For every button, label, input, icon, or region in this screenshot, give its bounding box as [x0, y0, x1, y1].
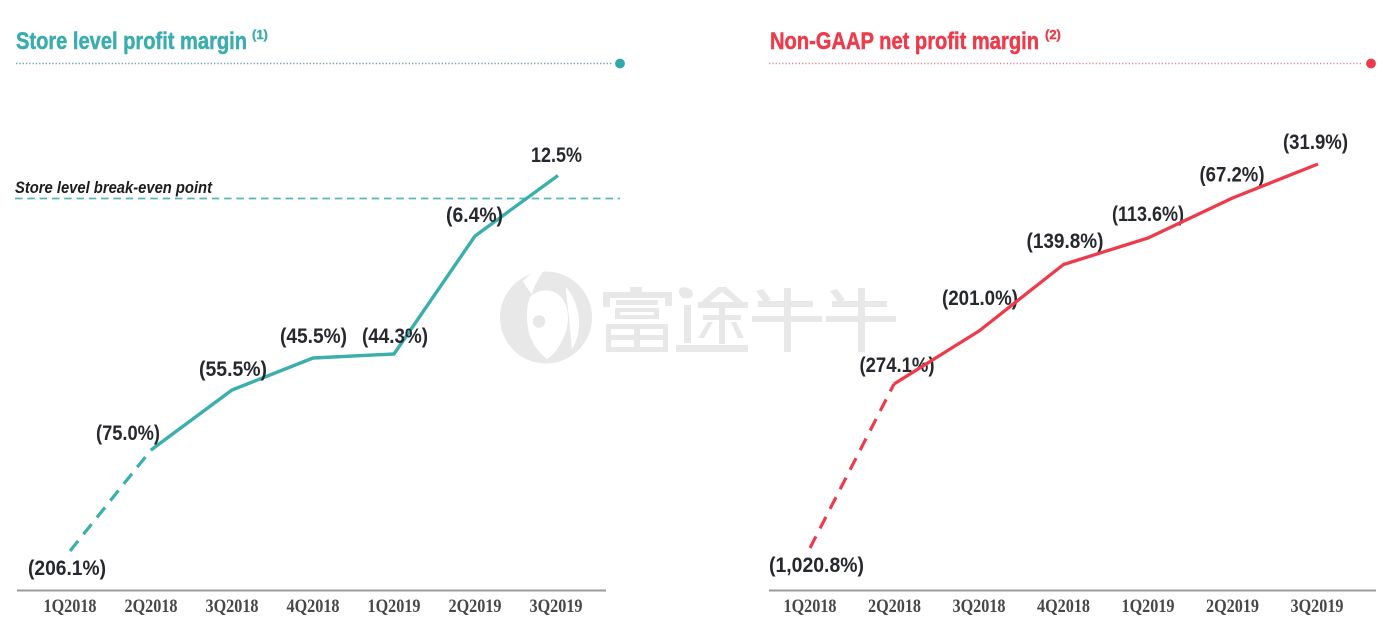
svg-text:12.5%: 12.5%	[531, 144, 582, 167]
svg-text:Store level profit margin: Store level profit margin	[16, 28, 247, 55]
svg-text:3Q2018: 3Q2018	[953, 596, 1006, 617]
svg-text:2Q2019: 2Q2019	[1206, 596, 1259, 617]
svg-text:(1,020.8%): (1,020.8%)	[769, 554, 864, 577]
svg-text:2Q2018: 2Q2018	[868, 596, 921, 617]
svg-text:(2): (2)	[1045, 27, 1061, 42]
svg-text:Non-GAAP net profit margin: Non-GAAP net profit margin	[770, 28, 1039, 55]
svg-text:(67.2%): (67.2%)	[1200, 164, 1265, 187]
svg-text:4Q2018: 4Q2018	[1037, 596, 1090, 617]
svg-text:Store level break-even point: Store level break-even point	[15, 178, 213, 197]
svg-text:(1): (1)	[252, 27, 268, 42]
svg-text:(45.5%): (45.5%)	[280, 325, 347, 348]
svg-text:(75.0%): (75.0%)	[96, 422, 160, 445]
svg-text:1Q2018: 1Q2018	[784, 596, 837, 617]
svg-text:(55.5%): (55.5%)	[199, 358, 267, 381]
svg-text:4Q2018: 4Q2018	[287, 596, 340, 617]
svg-text:1Q2019: 1Q2019	[1122, 596, 1175, 617]
svg-text:(31.9%): (31.9%)	[1283, 131, 1348, 154]
svg-text:3Q2019: 3Q2019	[1291, 596, 1344, 617]
svg-text:3Q2019: 3Q2019	[530, 596, 583, 617]
svg-text:(113.6%): (113.6%)	[1112, 203, 1184, 226]
svg-text:2Q2018: 2Q2018	[125, 596, 178, 617]
svg-text:1Q2018: 1Q2018	[44, 596, 97, 617]
svg-text:3Q2018: 3Q2018	[206, 596, 259, 617]
svg-text:(206.1%): (206.1%)	[28, 557, 106, 580]
svg-text:(139.8%): (139.8%)	[1027, 230, 1104, 253]
svg-text:1Q2019: 1Q2019	[368, 596, 421, 617]
svg-text:(6.4%): (6.4%)	[446, 204, 503, 227]
svg-text:(44.3%): (44.3%)	[362, 325, 428, 348]
svg-text:2Q2019: 2Q2019	[449, 596, 502, 617]
svg-text:(201.0%): (201.0%)	[942, 287, 1018, 310]
